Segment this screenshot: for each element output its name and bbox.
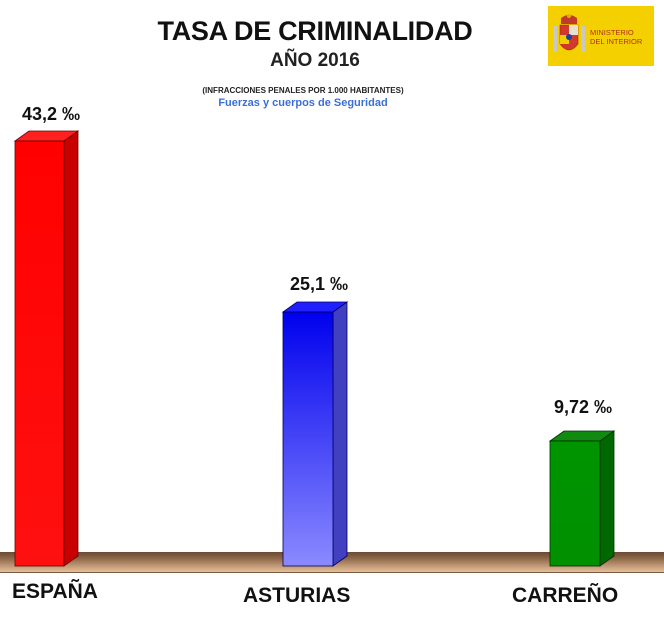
bar-espana <box>13 130 80 567</box>
logo-line-2: DEL INTERIOR <box>590 37 643 46</box>
chart-title: TASA DE CRIMINALIDAD <box>157 16 473 46</box>
bar-asturias <box>281 301 349 567</box>
chart-units-note: (INFRACCIONES PENALES POR 1.000 HABITANT… <box>202 86 404 95</box>
coat-of-arms-icon <box>553 14 585 52</box>
category-label-asturias: ASTURIAS <box>243 584 351 607</box>
chart-subtitle: AÑO 2016 <box>270 50 360 71</box>
logo-line-1: MINISTERIO <box>590 28 634 37</box>
value-label-asturias: 25,1 ‰ <box>290 274 349 294</box>
ministerio-interior-logo: MINISTERIO DEL INTERIOR <box>548 6 654 66</box>
value-label-espana: 43,2 ‰ <box>22 104 81 124</box>
category-label-espana: ESPAÑA <box>12 580 98 603</box>
chart-source: Fuerzas y cuerpos de Seguridad <box>218 97 388 109</box>
bar-carreno <box>548 430 616 567</box>
category-label-carreno: CARREÑO <box>512 584 619 607</box>
value-label-carreno: 9,72 ‰ <box>554 397 613 417</box>
